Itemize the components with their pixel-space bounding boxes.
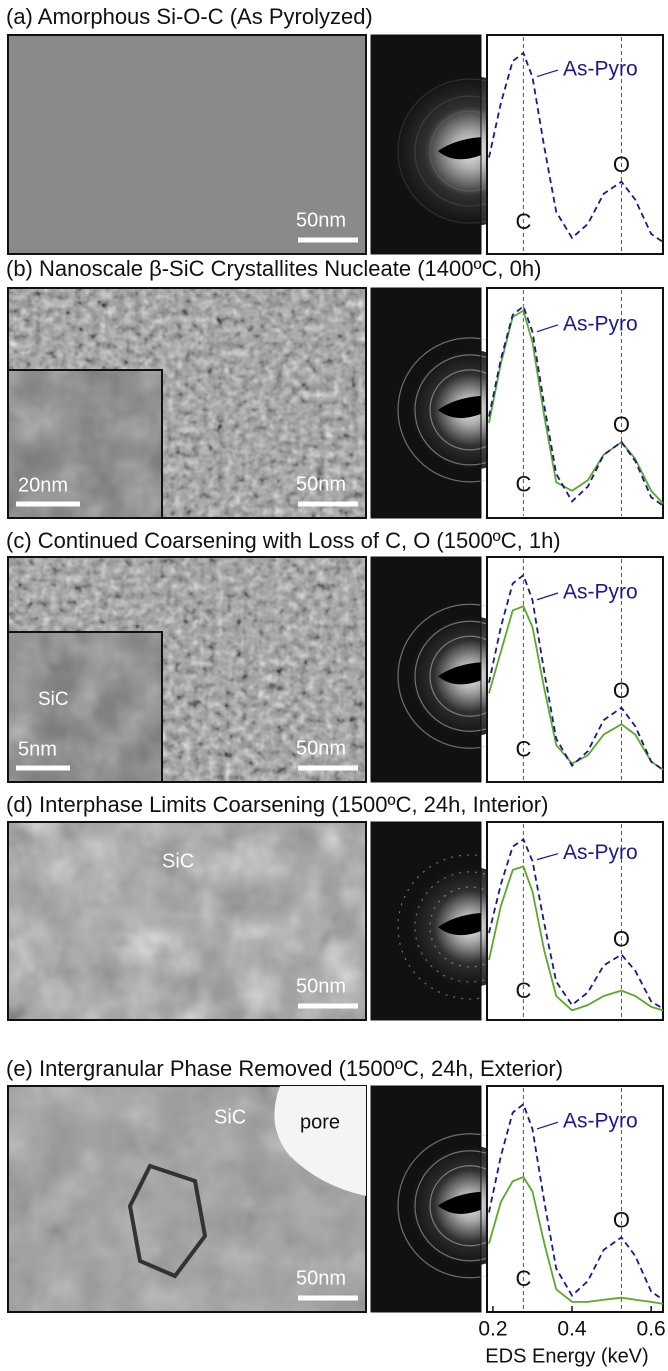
pore	[274, 1086, 366, 1196]
beam-stop	[438, 912, 481, 936]
panel-title: (a) Amorphous Si-O-C (As Pyrolyzed)	[6, 4, 373, 29]
spectrum-line	[488, 573, 664, 771]
spectrum-line	[488, 605, 664, 771]
plot-frame	[486, 556, 664, 783]
image-label: SiC	[214, 1106, 246, 1128]
inset-texture	[9, 371, 161, 517]
spectrum-line	[488, 304, 664, 507]
legend-leader	[536, 324, 559, 333]
spectrum-line	[488, 1175, 664, 1305]
beam-stop	[438, 395, 481, 419]
diffraction-frame	[370, 556, 482, 783]
peak-label: O	[613, 927, 630, 952]
diffraction-frame	[370, 34, 482, 255]
peak-label: O	[613, 412, 630, 437]
diffraction-frame	[370, 1085, 482, 1313]
beam-stop	[438, 137, 481, 160]
beam-stop	[438, 1191, 481, 1214]
legend-leader	[536, 592, 559, 601]
x-axis-title: EDS Energy (keV)	[485, 1345, 648, 1367]
x-tick-label: 0.6	[637, 1318, 666, 1341]
peak-label: C	[515, 472, 531, 497]
legend-leader	[536, 853, 559, 861]
scale-label: 50nm	[296, 737, 346, 759]
plot-frame	[486, 1085, 664, 1313]
scale-label: 50nm	[296, 209, 346, 231]
inset-label: SiC	[38, 689, 69, 710]
legend-leader	[536, 69, 559, 78]
legend-label: As-Pyro	[563, 312, 638, 335]
spectrum-line	[488, 51, 664, 243]
plot-frame	[486, 821, 664, 1021]
grain	[127, 1163, 208, 1279]
legend-label: As-Pyro	[563, 581, 638, 604]
scale-label: 50nm	[296, 473, 346, 495]
scale-label: 50nm	[296, 975, 346, 997]
peak-label: C	[515, 978, 531, 1003]
peak-label: O	[613, 678, 630, 703]
inset-scale-label: 20nm	[18, 474, 68, 496]
peak-label: C	[515, 1266, 531, 1291]
tem-texture	[9, 823, 365, 1019]
diffraction-frame	[370, 821, 482, 1021]
spectrum-line	[488, 1102, 664, 1301]
x-tick-label: 0.2	[478, 1318, 507, 1341]
spectrum-line	[488, 838, 664, 1010]
plot-frame	[486, 287, 664, 519]
legend-label: As-Pyro	[563, 841, 638, 864]
plot-frame	[486, 34, 664, 255]
legend-label: As-Pyro	[563, 58, 638, 81]
tem-image	[7, 34, 367, 255]
beam-stop	[438, 662, 481, 685]
diffraction-frame	[370, 287, 482, 519]
legend-label: As-Pyro	[563, 1110, 638, 1133]
peak-label: O	[613, 1207, 630, 1232]
peak-label: O	[613, 152, 630, 177]
image-label: pore	[300, 1111, 340, 1133]
scale-label: 50nm	[296, 1267, 346, 1289]
spectrum-line	[488, 865, 664, 1012]
panel-title: (b) Nanoscale β-SiC Crystallites Nucleat…	[6, 256, 541, 281]
inset-scale-label: 5nm	[18, 738, 57, 760]
panel-title: (e) Intergranular Phase Removed (1500ºC,…	[6, 1056, 563, 1081]
x-tick-label: 0.4	[557, 1318, 587, 1341]
panel-title: (d) Interphase Limits Coarsening (1500ºC…	[6, 792, 548, 817]
peak-label: C	[515, 736, 531, 761]
panel-title: (c) Continued Coarsening with Loss of C,…	[6, 528, 561, 553]
legend-leader	[536, 1121, 559, 1130]
inset-texture	[9, 633, 161, 781]
image-label: SiC	[162, 850, 194, 872]
peak-label: C	[515, 209, 531, 234]
